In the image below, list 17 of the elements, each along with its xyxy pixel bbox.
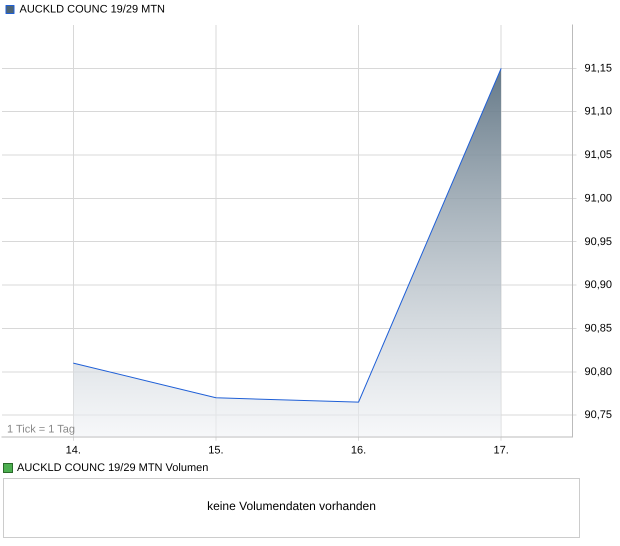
y-tick-label: 90,85 [584,322,612,334]
annotation: 1 Tick = 1 Tag [7,423,75,436]
y-tick-label: 91,00 [584,192,612,204]
y-tick-label: 90,75 [584,409,612,422]
x-tick-label: 16. [350,444,366,456]
y-tick-label: 90,80 [584,366,612,378]
x-tick-label: 15. [208,444,224,456]
x-tick-label: 17. [494,444,509,456]
x-tick-label: 14. [66,444,81,456]
y-tick-label: 91,15 [584,62,612,74]
text: keine Volumendaten vorhanden [206,499,377,513]
y-tick-label: 91,05 [584,149,612,162]
y-tick-label: 90,90 [584,279,612,292]
text: AUCKLD COUNC 19/29 MTN Volumen [16,462,208,474]
y-tick-label: 90,95 [584,236,612,248]
legend-label: AUCKLD COUNC 19/29 MTN [20,4,166,16]
y-tick-label: 91,10 [584,106,612,118]
